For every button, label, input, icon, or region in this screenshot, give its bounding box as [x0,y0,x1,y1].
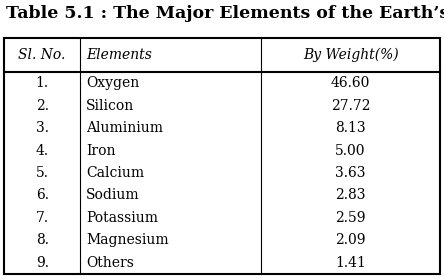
Text: Sodium: Sodium [86,188,140,203]
Text: 8.: 8. [36,233,49,247]
Text: Table 5.1 : The Major Elements of the Earth’s Crust: Table 5.1 : The Major Elements of the Ea… [6,5,444,22]
Text: 4.: 4. [36,144,49,158]
Text: 3.: 3. [36,121,49,135]
Text: 2.: 2. [36,99,49,113]
Text: Potassium: Potassium [86,211,159,225]
Text: Magnesium: Magnesium [86,233,169,247]
Bar [4,38,440,274]
Text: 6.: 6. [36,188,49,203]
Text: 1.41: 1.41 [335,256,366,270]
Text: Iron: Iron [86,144,116,158]
Text: 2.83: 2.83 [335,188,366,203]
Text: 46.60: 46.60 [331,76,370,90]
Text: 2.59: 2.59 [335,211,366,225]
Text: 1.: 1. [36,76,49,90]
Text: 5.: 5. [36,166,49,180]
Text: By Weight(%): By Weight(%) [303,48,398,62]
Text: 9.: 9. [36,256,49,270]
Text: 2.09: 2.09 [335,233,366,247]
Text: Silicon: Silicon [86,99,135,113]
Text: Sl. No.: Sl. No. [19,48,66,62]
Text: Elements: Elements [86,48,152,62]
Text: 3.63: 3.63 [335,166,366,180]
Text: 7.: 7. [36,211,49,225]
Text: Calcium: Calcium [86,166,144,180]
Text: 5.00: 5.00 [335,144,366,158]
Text: Aluminium: Aluminium [86,121,163,135]
Text: 8.13: 8.13 [335,121,366,135]
Text: Others: Others [86,256,134,270]
Text: 27.72: 27.72 [331,99,370,113]
Text: Oxygen: Oxygen [86,76,139,90]
